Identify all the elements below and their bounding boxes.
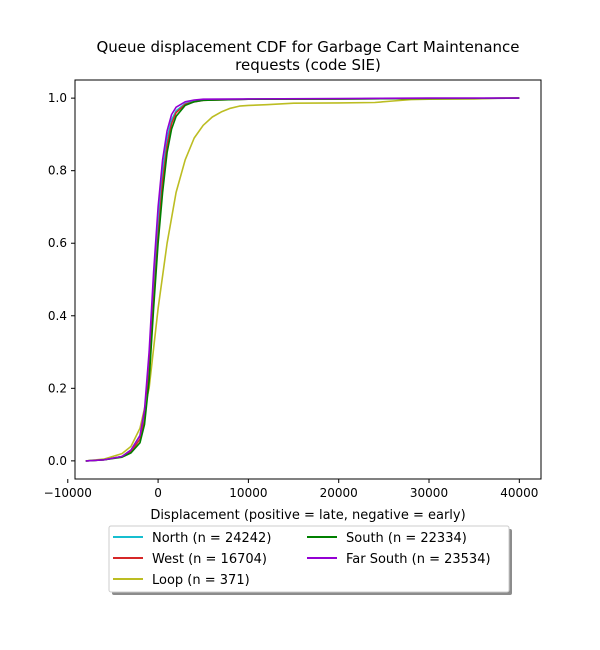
x-axis-label: Displacement (positive = late, negative … (150, 508, 465, 523)
x-tick-label: 40000 (500, 486, 538, 500)
legend: North (n = 24242) West (n = 16704) Loop (n… (108, 525, 512, 595)
legend-label-4: Far South (n = 23534) (346, 552, 491, 567)
plot-area-frame (74, 79, 542, 480)
x-tick-label: 20000 (320, 486, 358, 500)
y-axis-ticks: 0.0 0.2 0.4 0.6 0.8 1.0 (48, 91, 75, 468)
y-tick-label: 1.0 (48, 91, 67, 105)
y-tick-label: 0.6 (48, 236, 67, 250)
legend-label-0: North (n = 24242) (152, 531, 271, 546)
y-tick-label: 0.4 (48, 309, 67, 323)
x-tick-label: 10000 (229, 486, 267, 500)
legend-items: North (n = 24242) West (n = 16704) Loop (n… (113, 531, 491, 588)
chart-title-line2: requests (code SIE) (235, 56, 381, 74)
y-tick-label: 0.0 (48, 454, 67, 468)
series-lines (85, 97, 520, 462)
legend-label-2: Loop (n = 371) (152, 573, 250, 588)
chart-title-line1: Queue displacement CDF for Garbage Cart … (96, 38, 519, 56)
x-tick-label: 0 (154, 486, 162, 500)
y-tick-label: 0.8 (48, 164, 67, 178)
legend-label-3: South (n = 22334) (346, 531, 467, 546)
legend-label-1: West (n = 16704) (152, 552, 267, 567)
x-tick-label: −10000 (44, 486, 92, 500)
series-line-4 (85, 97, 520, 462)
x-axis-ticks: −10000 0 10000 20000 30000 40000 (44, 479, 538, 500)
x-tick-label: 30000 (410, 486, 448, 500)
y-tick-label: 0.2 (48, 381, 67, 395)
